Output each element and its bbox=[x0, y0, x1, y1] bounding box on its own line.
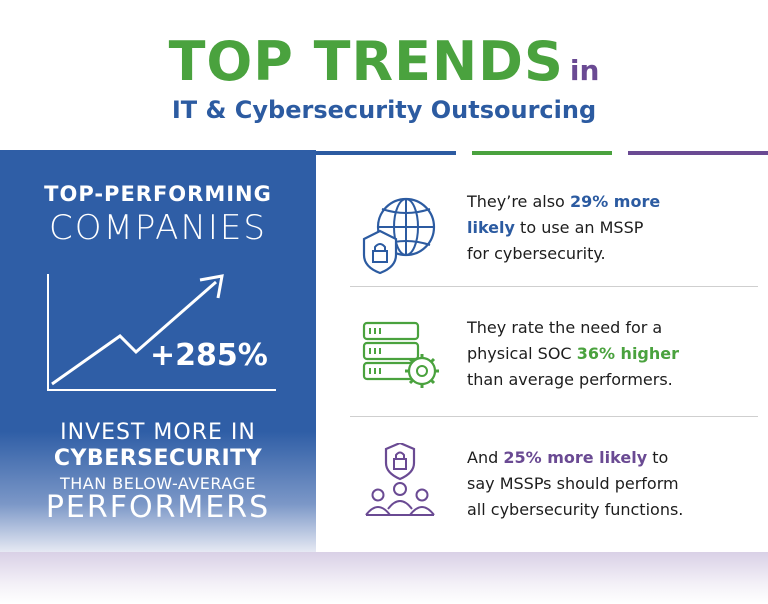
page-subtitle: IT & Cybersecurity Outsourcing bbox=[171, 96, 597, 124]
trend-text-soc: They rate the need for a physical SOC 36… bbox=[467, 315, 757, 393]
trend-text-part: than average performers. bbox=[467, 370, 673, 389]
title-connector: in bbox=[569, 54, 600, 87]
trend-highlight: 25% more likely bbox=[503, 448, 648, 467]
trend-text-part: They’re also bbox=[467, 192, 570, 211]
growth-stat: +285% bbox=[150, 338, 268, 373]
trend-text-part: to bbox=[647, 448, 669, 467]
trend-row-functions: And 25% more likely to say MSSPs should … bbox=[316, 433, 768, 553]
trend-text-part: all cybersecurity functions. bbox=[467, 500, 684, 519]
shield-people-icon bbox=[365, 443, 435, 516]
than-below-average-label: THAN BELOW-AVERAGE bbox=[59, 474, 257, 493]
performers-label: PERFORMERS bbox=[45, 490, 271, 525]
trend-highlight: 29% more bbox=[569, 192, 661, 211]
trend-text-part: And bbox=[467, 448, 504, 467]
invest-more-label: INVEST MORE IN bbox=[60, 420, 256, 445]
trend-text-part: to use an MSSP bbox=[514, 218, 644, 237]
page-title: TOP TRENDS bbox=[168, 30, 564, 93]
companies-label: COMPANIES bbox=[49, 208, 267, 248]
growth-chart-icon bbox=[47, 274, 276, 391]
shield-globe-icon bbox=[362, 197, 436, 275]
trends-list: They’re also 29% more likely to use an M… bbox=[316, 155, 768, 552]
trend-highlight: likely bbox=[467, 218, 515, 237]
header: TOP TRENDS in IT & Cybersecurity Outsourc… bbox=[0, 0, 768, 150]
trend-text-mssp: They’re also 29% more likely to use an M… bbox=[467, 189, 757, 267]
accent-bar-purple bbox=[628, 151, 768, 155]
top-performing-label: TOP-PERFORMING bbox=[44, 182, 272, 206]
left-stat-panel: TOP-PERFORMING COMPANIES +285% INVEST MO… bbox=[0, 150, 316, 552]
bottom-band bbox=[0, 552, 768, 604]
trend-highlight: 36% higher bbox=[576, 344, 680, 363]
trend-row-soc: They rate the need for a physical SOC 36… bbox=[316, 305, 768, 425]
server-gear-icon bbox=[362, 321, 439, 388]
divider bbox=[350, 286, 758, 287]
trend-text-part: for cybersecurity. bbox=[467, 244, 606, 263]
trend-row-mssp: They’re also 29% more likely to use an M… bbox=[316, 177, 768, 297]
title-line: TOP TRENDS in bbox=[0, 30, 768, 94]
divider bbox=[350, 416, 758, 417]
cybersecurity-label: CYBERSECURITY bbox=[53, 446, 263, 471]
accent-bar-green bbox=[472, 151, 612, 155]
accent-bar-blue bbox=[316, 151, 456, 155]
trend-text-part: They rate the need for a bbox=[467, 318, 663, 337]
trend-text-part: physical SOC bbox=[467, 344, 577, 363]
trend-text-part: say MSSPs should perform bbox=[467, 474, 679, 493]
trend-text-functions: And 25% more likely to say MSSPs should … bbox=[467, 445, 757, 523]
